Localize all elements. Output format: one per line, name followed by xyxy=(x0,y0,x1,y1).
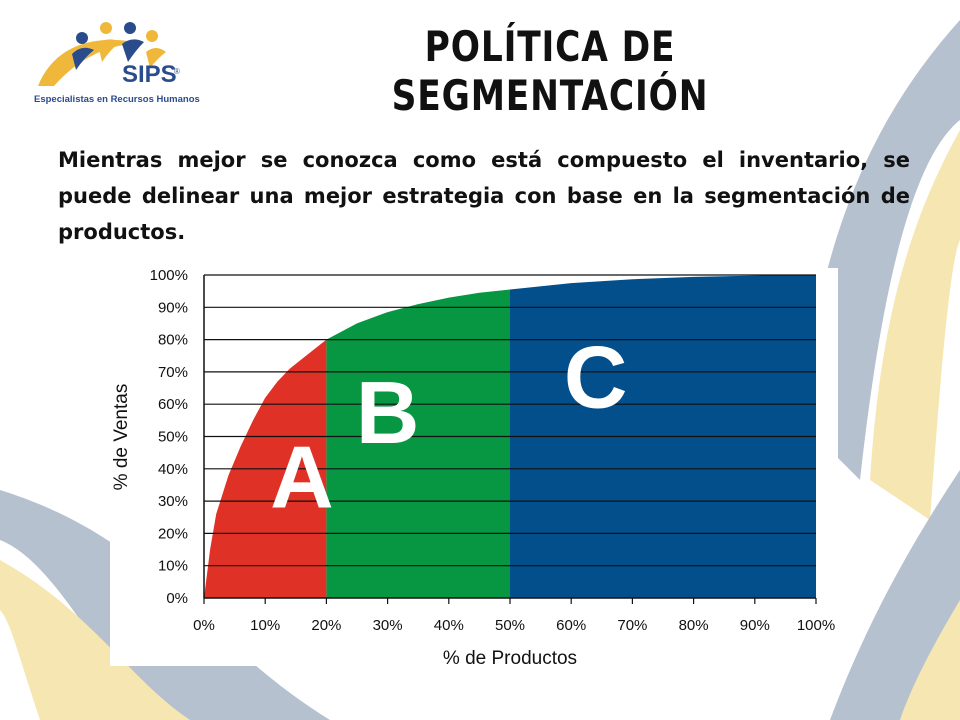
y-tick-label: 100% xyxy=(150,267,188,284)
x-tick-label: 80% xyxy=(679,617,709,634)
y-tick-label: 60% xyxy=(158,396,188,413)
segment-label-c: C xyxy=(564,327,628,426)
x-tick-label: 90% xyxy=(740,617,770,634)
logo-figure-head xyxy=(124,22,136,34)
background-swoosh-cream-right xyxy=(900,600,960,720)
logo-registered-mark: ® xyxy=(174,67,180,76)
y-tick-label: 20% xyxy=(158,525,188,542)
x-tick-label: 30% xyxy=(373,617,403,634)
segment-area-b xyxy=(326,289,510,598)
logo-figure-body xyxy=(122,39,144,62)
y-tick-label: 30% xyxy=(158,493,188,510)
body-paragraph: Mientras mejor se conozca como está comp… xyxy=(58,148,910,244)
y-tick-label: 50% xyxy=(158,429,188,446)
y-tick-label: 90% xyxy=(158,299,188,316)
logo-figure-head xyxy=(100,22,112,34)
segment-label-b: B xyxy=(356,363,420,462)
x-tick-label: 20% xyxy=(311,617,341,634)
background-swoosh-grey-top xyxy=(800,20,960,480)
segment-label-a: A xyxy=(270,428,334,527)
logo-figure-head xyxy=(76,32,88,44)
logo-figure-body xyxy=(146,48,166,68)
logo-arc xyxy=(38,39,144,86)
y-tick-label: 80% xyxy=(158,332,188,349)
logo-tagline: Especialistas en Recursos Humanos xyxy=(34,94,200,105)
x-tick-label: 100% xyxy=(797,617,835,634)
background-swoosh-cream-bottom xyxy=(0,560,190,720)
y-tick-label: 10% xyxy=(158,558,188,575)
x-tick-label: 70% xyxy=(617,617,647,634)
x-axis-label: % de Productos xyxy=(443,648,577,669)
sips-logo: SIPS ® Especialistas en Recursos Humanos xyxy=(34,22,200,105)
y-axis-label: % de Ventas xyxy=(111,384,132,491)
logo-figure-body xyxy=(72,47,94,70)
background-swoosh-cream-top xyxy=(870,130,960,520)
y-tick-label: 70% xyxy=(158,364,188,381)
y-tick-label: 0% xyxy=(166,590,188,607)
page-title: POLÍTICA DE SEGMENTACIÓN xyxy=(391,22,709,120)
logo-figure-body xyxy=(98,39,120,62)
x-tick-label: 0% xyxy=(193,617,215,634)
x-tick-label: 50% xyxy=(495,617,525,634)
logo-figure-head xyxy=(146,30,158,42)
y-tick-label: 40% xyxy=(158,461,188,478)
x-tick-label: 10% xyxy=(250,617,280,634)
x-tick-label: 40% xyxy=(434,617,464,634)
background-swoosh-grey-right xyxy=(830,470,960,720)
logo-brand: SIPS xyxy=(122,61,177,88)
x-tick-label: 60% xyxy=(556,617,586,634)
